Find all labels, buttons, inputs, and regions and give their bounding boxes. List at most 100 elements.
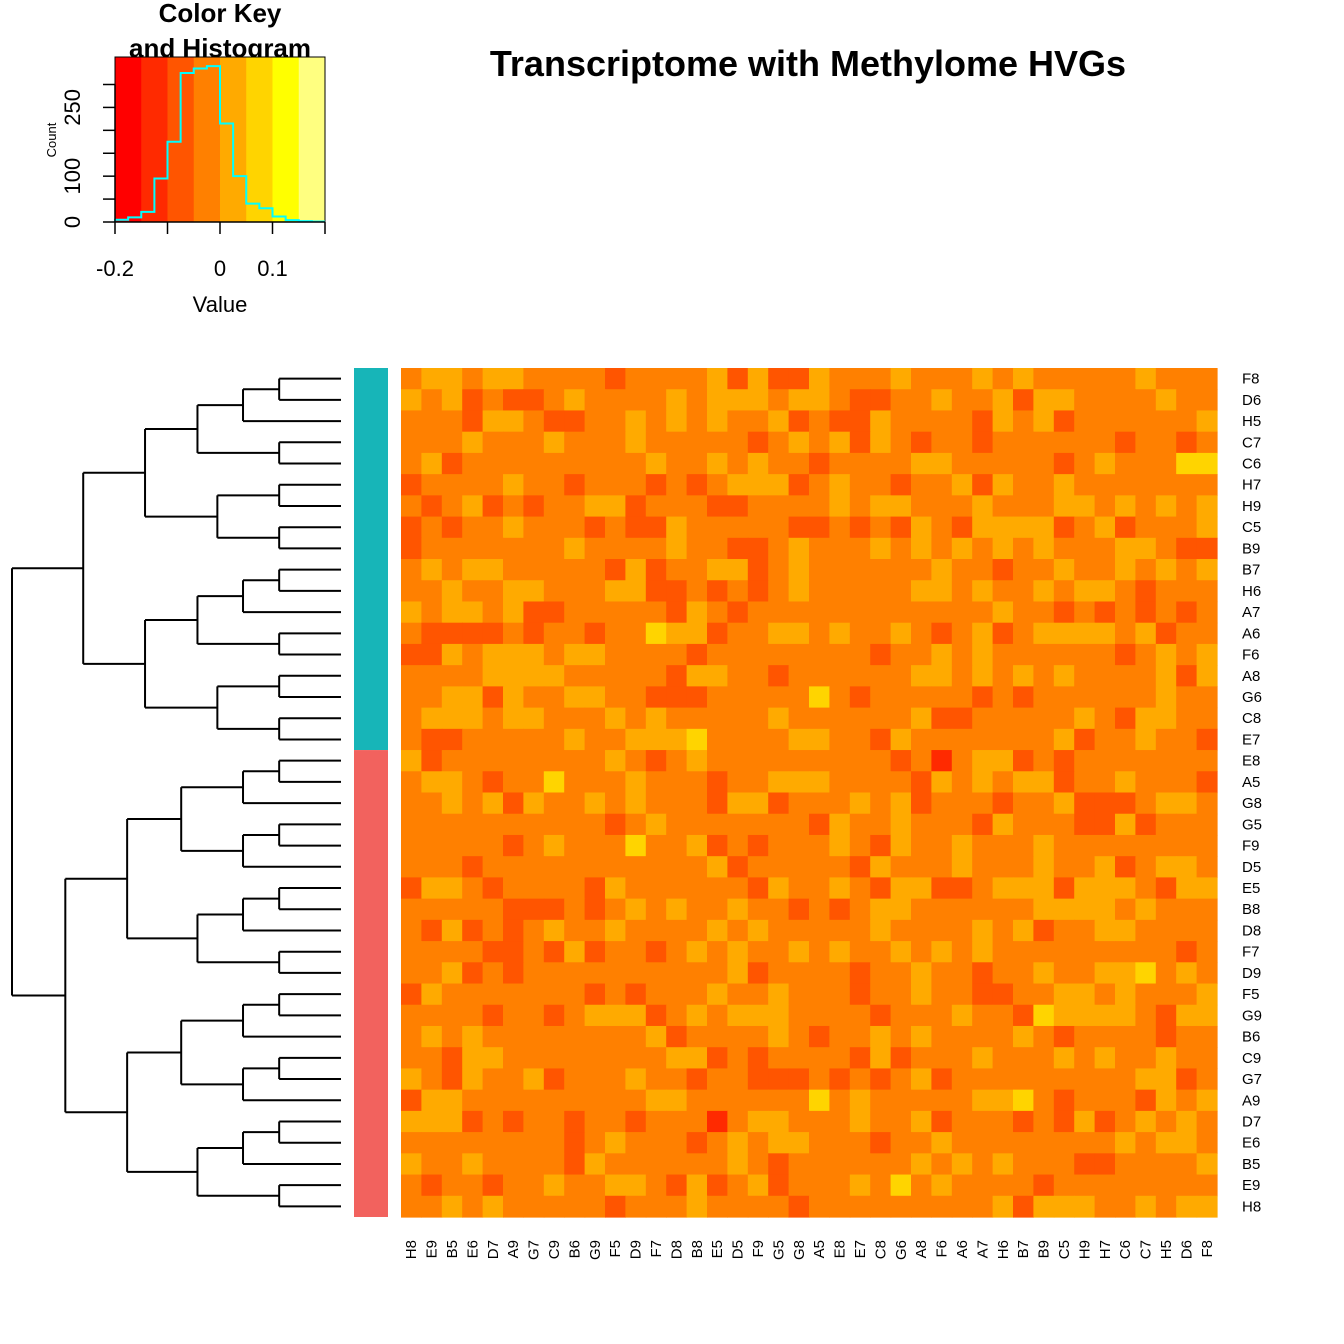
heatmap-cell: [1176, 368, 1198, 390]
heatmap-cell: [1094, 495, 1116, 518]
heatmap-cell: [951, 771, 973, 794]
heatmap-cell: [931, 877, 953, 900]
heatmap-cell: [747, 1047, 769, 1070]
heatmap-cell: [768, 1047, 790, 1070]
heatmap-cell: [1074, 877, 1096, 900]
heatmap-cell: [1094, 474, 1116, 496]
heatmap-cell: [666, 389, 688, 412]
heatmap-cell: [829, 389, 851, 412]
heatmap-cell: [421, 707, 443, 730]
heatmap-cell: [605, 1195, 626, 1218]
heatmap-cell: [401, 431, 422, 454]
heatmap-cell: [645, 410, 667, 433]
heatmap-cell: [890, 559, 912, 581]
heatmap-cell: [951, 941, 973, 963]
heatmap-cell: [1074, 665, 1096, 687]
heatmap-cell: [849, 1025, 871, 1048]
heatmap-cell: [1013, 1004, 1034, 1027]
heatmap-cell: [931, 368, 953, 390]
heatmap-cell: [1155, 813, 1177, 836]
heatmap-cell: [890, 898, 912, 921]
heatmap-cell: [1033, 771, 1055, 794]
heatmap-cell: [401, 389, 422, 412]
heatmap-cell: [503, 750, 524, 772]
heatmap-cell: [441, 983, 463, 1006]
heatmap-cell: [564, 368, 586, 390]
heatmap-cell: [686, 707, 708, 730]
heatmap-cell: [992, 919, 1014, 942]
heatmap-cell: [523, 1047, 545, 1070]
heatmap-cell: [1094, 834, 1116, 857]
heatmap-cell: [1013, 792, 1034, 815]
heatmap-cell: [666, 834, 688, 857]
heatmap-cell: [1094, 1174, 1116, 1197]
heatmap-cell: [951, 1004, 973, 1027]
heatmap-cell: [1053, 834, 1075, 857]
heatmap-cell: [584, 1153, 606, 1176]
heatmap-cell: [890, 368, 912, 390]
heatmap-cell: [605, 728, 626, 751]
heatmap-cell: [666, 643, 688, 666]
heatmap-cell: [523, 410, 545, 433]
heatmap-cell: [605, 601, 626, 624]
heatmap-cell: [1013, 834, 1034, 857]
heatmap-cell: [849, 389, 871, 412]
heatmap-cell: [645, 495, 667, 518]
heatmap-cell: [972, 389, 994, 412]
heatmap-cell: [972, 368, 994, 390]
heatmap-cell: [503, 516, 524, 539]
heatmap-cell: [809, 983, 830, 1006]
heatmap-cell: [1013, 941, 1034, 963]
heatmap-cell: [584, 474, 606, 496]
row-label: F6: [1242, 647, 1260, 664]
heatmap-cell: [972, 1004, 994, 1027]
heatmap-cell: [911, 1132, 932, 1154]
heatmap-cell: [441, 559, 463, 581]
heatmap-cell: [1053, 1089, 1075, 1112]
heatmap-cell: [951, 368, 973, 390]
heatmap-cell: [421, 1025, 443, 1048]
heatmap-cell: [809, 1153, 830, 1176]
heatmap-cell: [1053, 601, 1075, 624]
column-label: C7: [1138, 1240, 1155, 1259]
heatmap-cell: [1074, 1110, 1096, 1133]
heatmap-cell: [605, 622, 626, 645]
heatmap-cell: [1155, 1025, 1177, 1048]
heatmap-cell: [992, 431, 1014, 454]
heatmap-cell: [605, 1089, 626, 1112]
heatmap-cell: [1155, 1132, 1177, 1154]
heatmap-cell: [503, 728, 524, 751]
heatmap-cell: [1135, 686, 1157, 709]
heatmap-cell: [564, 389, 586, 412]
heatmap-cell: [951, 1025, 973, 1048]
heatmap-cell: [523, 962, 545, 985]
heatmap-cell: [1033, 728, 1055, 751]
heatmap-cell: [972, 431, 994, 454]
heatmap-cell: [1176, 983, 1198, 1006]
heatmap-cell: [890, 452, 912, 475]
heatmap-cell: [523, 771, 545, 794]
heatmap-cell: [1155, 580, 1177, 603]
heatmap-cell: [972, 474, 994, 496]
heatmap-cell: [849, 919, 871, 942]
heatmap-cell: [666, 1174, 688, 1197]
heatmap-cell: [1053, 1195, 1075, 1218]
heatmap-cell: [1135, 1004, 1157, 1027]
heatmap-cell: [584, 962, 606, 985]
heatmap-cell: [543, 919, 565, 942]
heatmap-cell: [1074, 750, 1096, 772]
heatmap-cell: [1053, 495, 1075, 518]
heatmap-cell: [482, 813, 504, 836]
heatmap-cell: [462, 750, 484, 772]
heatmap-cell: [1074, 792, 1096, 815]
heatmap-cell: [605, 983, 626, 1006]
heatmap-cell: [462, 1025, 484, 1048]
column-label: A5: [811, 1240, 828, 1258]
heatmap-cell: [992, 495, 1014, 518]
heatmap-cell: [666, 1110, 688, 1133]
heatmap-cell: [1013, 1110, 1034, 1133]
heatmap-cell: [584, 834, 606, 857]
row-label: C5: [1242, 519, 1261, 536]
heatmap-cell: [727, 877, 749, 900]
heatmap-cell: [1135, 771, 1157, 794]
